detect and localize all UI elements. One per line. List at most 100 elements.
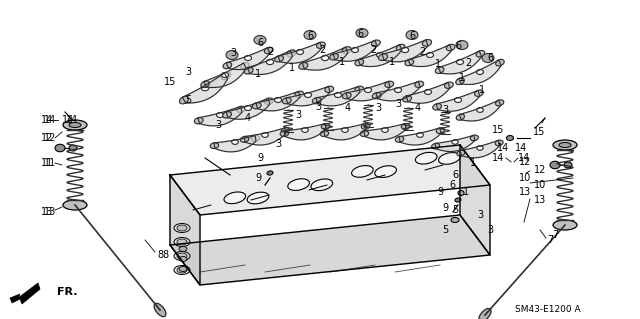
Ellipse shape: [477, 108, 483, 112]
Ellipse shape: [375, 166, 396, 177]
Ellipse shape: [559, 143, 571, 147]
Text: 13: 13: [44, 207, 56, 217]
Text: 10: 10: [519, 173, 531, 183]
Text: 1: 1: [389, 57, 395, 67]
Ellipse shape: [252, 103, 261, 109]
Ellipse shape: [433, 104, 442, 110]
Text: 3: 3: [185, 67, 191, 77]
Ellipse shape: [495, 100, 504, 106]
Text: 3: 3: [477, 210, 483, 220]
Ellipse shape: [177, 239, 187, 245]
Ellipse shape: [321, 56, 329, 61]
Text: 9: 9: [442, 203, 448, 213]
Text: 6: 6: [449, 180, 455, 190]
Text: 8: 8: [157, 250, 163, 260]
Text: 3: 3: [230, 48, 236, 58]
Text: 4: 4: [415, 103, 421, 113]
Ellipse shape: [355, 59, 364, 66]
Ellipse shape: [195, 118, 203, 124]
Polygon shape: [170, 175, 200, 285]
Ellipse shape: [296, 49, 303, 55]
Text: 12: 12: [41, 133, 53, 143]
Text: 4: 4: [245, 113, 251, 123]
Text: 10: 10: [534, 180, 547, 190]
Text: 2: 2: [319, 45, 325, 55]
Ellipse shape: [301, 128, 308, 132]
Polygon shape: [459, 60, 501, 85]
Ellipse shape: [295, 91, 303, 97]
Ellipse shape: [376, 53, 383, 57]
Ellipse shape: [241, 137, 249, 142]
Text: 1: 1: [470, 158, 476, 168]
Ellipse shape: [401, 48, 409, 53]
Ellipse shape: [422, 40, 431, 46]
Ellipse shape: [266, 59, 274, 65]
Ellipse shape: [360, 131, 369, 137]
Ellipse shape: [299, 63, 308, 69]
Ellipse shape: [179, 266, 187, 271]
Ellipse shape: [174, 251, 190, 261]
Ellipse shape: [417, 133, 423, 137]
Polygon shape: [382, 40, 428, 62]
Ellipse shape: [63, 120, 87, 130]
Ellipse shape: [436, 128, 445, 134]
Ellipse shape: [221, 72, 228, 78]
Text: 15: 15: [533, 127, 545, 137]
Text: 5: 5: [452, 205, 458, 215]
Text: 1: 1: [289, 63, 295, 73]
Text: 2: 2: [370, 45, 376, 55]
Ellipse shape: [174, 224, 190, 233]
Ellipse shape: [476, 50, 484, 57]
Polygon shape: [460, 145, 490, 255]
Ellipse shape: [394, 87, 401, 93]
Text: 9: 9: [437, 187, 443, 197]
Polygon shape: [214, 136, 256, 152]
Polygon shape: [302, 47, 348, 70]
Text: SM43-E1200 A: SM43-E1200 A: [515, 306, 581, 315]
Ellipse shape: [232, 140, 238, 145]
Ellipse shape: [177, 253, 187, 259]
Text: 3: 3: [315, 102, 321, 112]
Ellipse shape: [275, 98, 282, 102]
Ellipse shape: [154, 303, 166, 317]
Ellipse shape: [304, 31, 316, 40]
Ellipse shape: [451, 218, 459, 222]
Text: 14: 14: [515, 143, 527, 153]
Ellipse shape: [281, 128, 290, 134]
Ellipse shape: [381, 128, 388, 132]
Text: 7: 7: [552, 230, 558, 240]
Polygon shape: [324, 123, 366, 140]
Polygon shape: [406, 82, 450, 103]
Ellipse shape: [396, 137, 404, 142]
Ellipse shape: [456, 60, 463, 64]
Ellipse shape: [470, 135, 478, 141]
Text: 3: 3: [295, 110, 301, 120]
Ellipse shape: [282, 98, 291, 104]
Text: 1: 1: [479, 85, 485, 95]
Ellipse shape: [455, 198, 461, 202]
Ellipse shape: [415, 152, 437, 164]
Ellipse shape: [320, 131, 329, 137]
Ellipse shape: [335, 93, 342, 98]
Ellipse shape: [321, 123, 330, 129]
Text: 2: 2: [465, 58, 471, 68]
Text: 1: 1: [459, 73, 465, 83]
Ellipse shape: [311, 179, 333, 191]
Polygon shape: [364, 123, 406, 140]
Text: 14: 14: [497, 143, 509, 153]
Ellipse shape: [406, 31, 418, 40]
Text: 3: 3: [375, 103, 381, 113]
Polygon shape: [460, 100, 500, 121]
Ellipse shape: [216, 113, 223, 117]
Ellipse shape: [458, 190, 464, 196]
Ellipse shape: [201, 81, 209, 88]
Text: 13: 13: [519, 187, 531, 197]
Text: 6: 6: [409, 31, 415, 41]
Ellipse shape: [69, 122, 81, 128]
Polygon shape: [435, 135, 475, 152]
Polygon shape: [286, 86, 330, 106]
Polygon shape: [170, 145, 490, 215]
Text: 14: 14: [44, 115, 56, 125]
Ellipse shape: [252, 136, 260, 141]
Text: 14: 14: [492, 153, 504, 163]
